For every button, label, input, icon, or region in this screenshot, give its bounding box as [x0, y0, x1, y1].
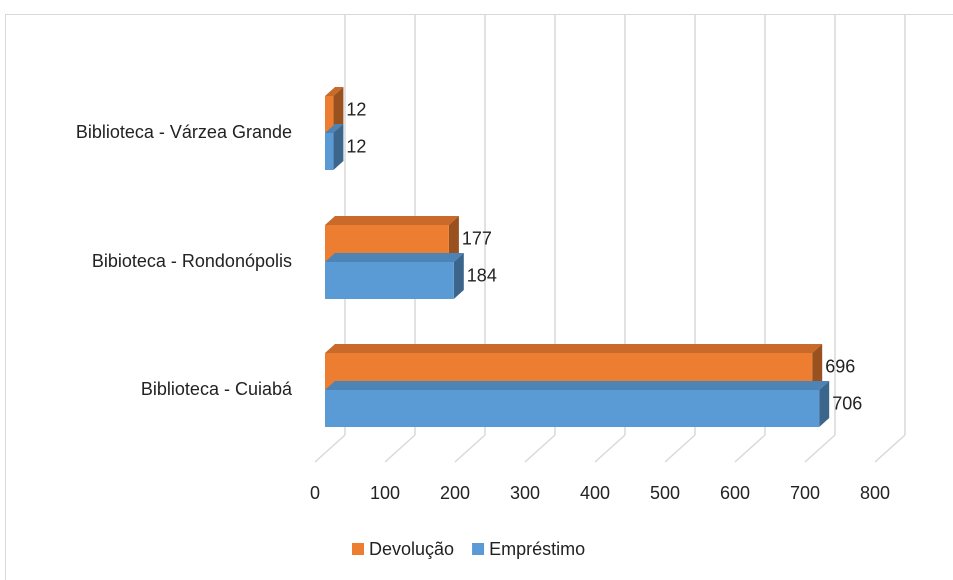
bar-side	[448, 216, 459, 262]
bar-side	[453, 253, 464, 299]
bar-top	[325, 216, 459, 225]
floor-line	[454, 434, 486, 463]
x-tick-label: 200	[440, 483, 470, 503]
floor-line	[524, 434, 556, 463]
legend-swatch	[352, 543, 364, 555]
bar	[325, 124, 344, 170]
data-label: 12	[346, 136, 366, 156]
x-tick-label: 0	[310, 483, 320, 503]
y-tick-label: Bibioteca - Rondonópolis	[92, 251, 292, 271]
chart-border	[5, 14, 953, 580]
floor-line	[384, 434, 416, 463]
x-tick-label: 100	[370, 483, 400, 503]
x-tick-label: 300	[510, 483, 540, 503]
bar-side	[812, 344, 823, 390]
bar-top	[325, 124, 344, 133]
bar-front	[325, 133, 334, 170]
floor-line	[664, 434, 696, 463]
floor-line	[734, 434, 766, 463]
bar	[325, 253, 464, 299]
bar-top	[325, 253, 464, 262]
bar-top	[325, 344, 823, 353]
x-tick-label: 600	[720, 483, 750, 503]
legend-label: Empréstimo	[489, 539, 585, 559]
x-tick-label: 500	[650, 483, 680, 503]
data-label: 706	[832, 393, 862, 413]
bar-side	[333, 124, 344, 170]
bar-side	[333, 87, 344, 133]
floor-line	[874, 434, 906, 463]
x-tick-label: 700	[790, 483, 820, 503]
data-label: 696	[825, 356, 855, 376]
floor-line	[804, 434, 836, 463]
legend-label: Devolução	[369, 539, 454, 559]
bar-front	[325, 96, 334, 133]
x-tick-label: 800	[860, 483, 890, 503]
data-label: 12	[346, 99, 366, 119]
data-label: 177	[462, 228, 492, 248]
floor-line	[594, 434, 626, 463]
bar-top	[325, 381, 830, 390]
bar-top	[325, 87, 344, 96]
data-label: 184	[467, 265, 497, 285]
floor-line	[314, 434, 346, 463]
y-tick-label: Biblioteca - Várzea Grande	[76, 122, 292, 142]
bar-front	[325, 390, 820, 427]
bar-side	[819, 381, 830, 427]
bar	[325, 87, 344, 133]
y-tick-label: Biblioteca - Cuiabá	[141, 379, 293, 399]
bar	[325, 381, 830, 427]
bar-front	[325, 262, 454, 299]
x-tick-label: 400	[580, 483, 610, 503]
legend-swatch	[472, 543, 485, 555]
